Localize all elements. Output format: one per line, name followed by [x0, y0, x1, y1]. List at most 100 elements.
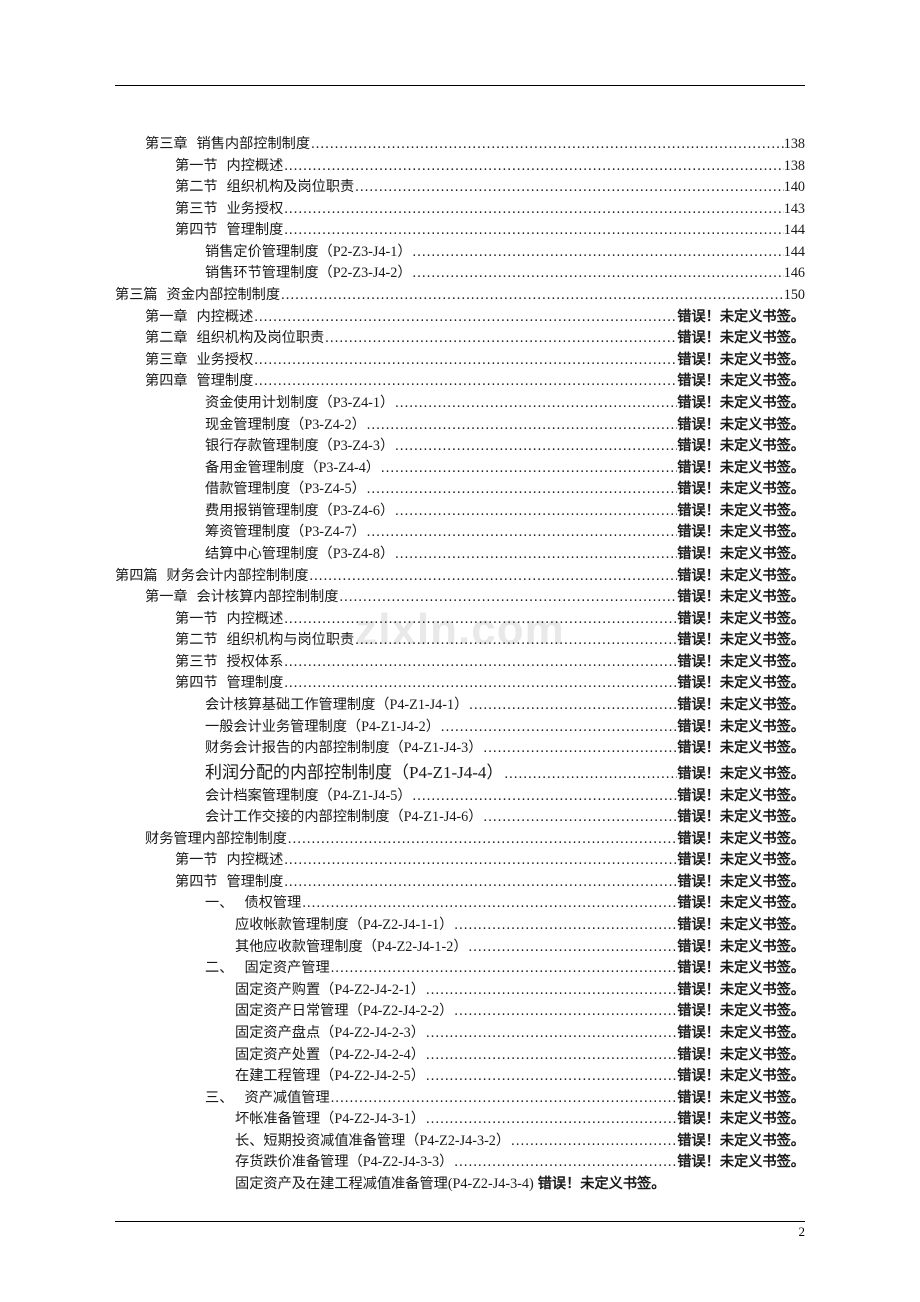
toc-entry-label: 筹资管理制度（P3-Z4-7） [205, 522, 366, 544]
toc-entry-error: 错误！未定义书签。 [677, 371, 805, 393]
toc-leader-dots [412, 786, 678, 808]
toc-entry-label: 一、 债权管理 [205, 893, 301, 915]
toc-entry-title: 内控概述 [227, 611, 284, 627]
toc-entry-label: 第三节 授权体系 [175, 652, 283, 674]
toc-leader-dots [283, 220, 783, 242]
toc-entry-prefix: 第三章 [145, 134, 193, 156]
toc-leader-dots [425, 1023, 677, 1045]
toc-entry: 资金使用计划制度（P3-Z4-1） 错误！未定义书签。 [115, 393, 805, 415]
toc-entry-title: 坏帐准备管理（P4-Z2-J4-3-1） [235, 1111, 425, 1127]
toc-entry-prefix: 三、 [205, 1088, 241, 1110]
page-number: 2 [799, 1224, 806, 1239]
toc-entry-label: 费用报销管理制度（P3-Z4-6） [205, 501, 394, 523]
toc-leader-dots [301, 893, 677, 915]
toc-entry-error: 错误！未定义书签。 [677, 436, 805, 458]
toc-entry-prefix: 第四节 [175, 220, 223, 242]
toc-entry: 第四节 管理制度 144 [115, 220, 805, 242]
toc-entry-label: 第一章 内控概述 [145, 307, 253, 329]
toc-entry-label: 第一节 内控概述 [175, 156, 283, 178]
toc-leader-dots [482, 738, 677, 760]
toc-entry-title: 会计核算内部控制制度 [197, 589, 339, 605]
toc-leader-dots [503, 764, 677, 786]
toc-entry-page: 138 [784, 134, 805, 156]
toc-entry-error: 错误！未定义书签。 [677, 695, 805, 717]
toc-entry: 第一章 会计核算内部控制制度 错误！未定义书签。 [115, 587, 805, 609]
toc-entry-page: 144 [784, 220, 805, 242]
toc-entry-title: 资产减值管理 [245, 1090, 330, 1106]
table-of-contents: 第三章 销售内部控制制度 138第一节 内控概述 138第二节 组织机构及岗位职… [115, 134, 805, 1196]
toc-leader-dots [308, 566, 677, 588]
toc-entry: 长、短期投资减值准备管理（P4-Z2-J4-3-2） 错误！未定义书签。 [115, 1131, 805, 1153]
toc-leader-dots [283, 872, 677, 894]
toc-entry-error: 错误！未定义书签。 [677, 522, 805, 544]
toc-leader-dots [283, 199, 783, 221]
toc-entry-prefix: 第四节 [175, 872, 223, 894]
toc-entry-error: 错误！未定义书签。 [677, 1131, 805, 1153]
toc-entry-label: 第四节 管理制度 [175, 872, 283, 894]
toc-entry-title: 管理制度 [227, 222, 284, 238]
toc-entry-title: 内控概述 [227, 158, 284, 174]
toc-entry-error: 错误！未定义书签。 [677, 566, 805, 588]
toc-entry: 第四篇 财务会计内部控制制度 错误！未定义书签。 [115, 566, 805, 588]
toc-leader-dots [280, 285, 784, 307]
toc-entry-title: 利润分配的内部控制制度（P4-Z1-J4-4） [205, 763, 503, 782]
toc-entry-label: 会计工作交接的内部控制制度（P4-Z1-J4-6） [205, 807, 482, 829]
toc-entry-page: 140 [784, 177, 805, 199]
toc-entry-title: 销售定价管理制度（P2-Z3-J4-1） [205, 244, 412, 260]
toc-leader-dots [425, 1109, 677, 1131]
toc-entry: 第三节 授权体系 错误！未定义书签。 [115, 652, 805, 674]
toc-entry-label: 资金使用计划制度（P3-Z4-1） [205, 393, 394, 415]
toc-entry-label: 长、短期投资减值准备管理（P4-Z2-J4-3-2） [235, 1131, 510, 1153]
toc-entry-title: 一般会计业务管理制度（P4-Z1-J4-2） [205, 719, 440, 735]
toc-entry-title: 资金使用计划制度（P3-Z4-1） [205, 395, 394, 411]
toc-entry-error: 错误！未定义书签。 [677, 872, 805, 894]
toc-entry-error: 错误！未定义书签。 [538, 1174, 666, 1196]
toc-entry: 第二节 组织机构与岗位职责 错误！未定义书签。 [115, 630, 805, 652]
toc-entry-label: 利润分配的内部控制制度（P4-Z1-J4-4） [205, 760, 503, 786]
toc-entry-prefix: 第三章 [145, 350, 193, 372]
toc-entry: 财务管理内部控制制度 错误！未定义书签。 [115, 829, 805, 851]
toc-entry-title: 会计档案管理制度（P4-Z1-J4-5） [205, 788, 412, 804]
toc-entry-error: 错误！未定义书签。 [677, 1045, 805, 1067]
toc-entry-prefix: 第三节 [175, 199, 223, 221]
toc-entry-title: 筹资管理制度（P3-Z4-7） [205, 524, 366, 540]
toc-leader-dots [468, 695, 677, 717]
toc-leader-dots [283, 652, 677, 674]
toc-entry-prefix: 第二节 [175, 630, 223, 652]
toc-entry-label: 固定资产处置（P4-Z2-J4-2-4） [235, 1045, 425, 1067]
toc-entry-label: 第二节 组织机构与岗位职责 [175, 630, 354, 652]
toc-entry-title: 现金管理制度（P3-Z4-2） [205, 417, 366, 433]
toc-entry: 存货跌价准备管理（P4-Z2-J4-3-3） 错误！未定义书签。 [115, 1152, 805, 1174]
toc-entry-title: 银行存款管理制度（P3-Z4-3） [205, 438, 394, 454]
toc-entry: 其他应收款管理制度（P4-Z2-J4-1-2） 错误！未定义书签。 [115, 937, 805, 959]
toc-entry: 会计档案管理制度（P4-Z1-J4-5） 错误！未定义书签。 [115, 786, 805, 808]
toc-entry-title: 内控概述 [197, 309, 254, 325]
toc-entry-error: 错误！未定义书签。 [677, 1088, 805, 1110]
toc-leader-dots [354, 630, 677, 652]
toc-entry: 第一节 内控概述 138 [115, 156, 805, 178]
toc-entry-error: 错误！未定义书签。 [677, 479, 805, 501]
toc-leader-dots [380, 458, 677, 480]
toc-entry-error: 错误！未定义书签。 [677, 937, 805, 959]
toc-entry-label: 存货跌价准备管理（P4-Z2-J4-3-3） [235, 1152, 453, 1174]
toc-entry-error: 错误！未定义书签。 [677, 415, 805, 437]
toc-entry-title: 财务管理内部控制制度 [145, 831, 287, 847]
toc-entry-label: 固定资产盘点（P4-Z2-J4-2-3） [235, 1023, 425, 1045]
toc-entry-label: 销售环节管理制度（P2-Z3-J4-2） [205, 263, 412, 285]
toc-entry-error: 错误！未定义书签。 [677, 1023, 805, 1045]
toc-entry-label: 固定资产购置（P4-Z2-J4-2-1） [235, 980, 425, 1002]
toc-entry-prefix: 第四节 [175, 673, 223, 695]
toc-entry-error: 错误！未定义书签。 [677, 1152, 805, 1174]
toc-entry: 第一章 内控概述 错误！未定义书签。 [115, 307, 805, 329]
toc-entry-title: 应收帐款管理制度（P4-Z2-J4-1-1） [235, 917, 453, 933]
header-rule [115, 85, 805, 86]
toc-entry-error: 错误！未定义书签。 [677, 458, 805, 480]
toc-leader-dots [394, 501, 677, 523]
toc-entry-error: 错误！未定义书签。 [677, 1109, 805, 1131]
toc-entry-label: 第三章 销售内部控制制度 [145, 134, 310, 156]
toc-entry: 固定资产购置（P4-Z2-J4-2-1） 错误！未定义书签。 [115, 980, 805, 1002]
toc-entry-label: 第四章 管理制度 [145, 371, 253, 393]
toc-entry: 第四章 管理制度 错误！未定义书签。 [115, 371, 805, 393]
toc-entry-error: 错误！未定义书签。 [677, 893, 805, 915]
toc-entry-error: 错误！未定义书签。 [677, 544, 805, 566]
